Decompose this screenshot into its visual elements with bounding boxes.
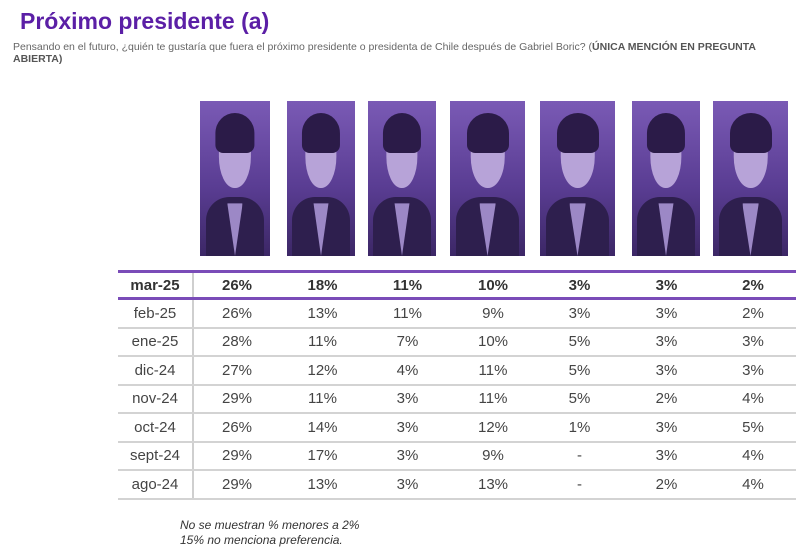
question-note: ÚNICA MENCIÓN EN PREGUNTA ABIERTA): [13, 41, 756, 65]
table-cell: 3%: [623, 270, 710, 300]
table-cell: 26%: [193, 270, 280, 300]
table-cell: 14%: [280, 413, 365, 443]
row-label: nov-24: [118, 384, 194, 414]
table-cell: 9%: [450, 441, 536, 471]
table-row: feb-25 26% 13% 11% 9% 3% 3% 2%: [118, 298, 796, 329]
footnotes: No se muestran % menores a 2% 15% no men…: [180, 518, 359, 548]
row-label: feb-25: [118, 298, 194, 329]
table-cell: 12%: [280, 356, 365, 386]
row-label: mar-25: [118, 270, 194, 300]
table-cell: 2%: [710, 270, 796, 300]
table-row: oct-24 26% 14% 3% 12% 1% 3% 5%: [118, 413, 796, 443]
table-row: ago-24 29% 13% 3% 13% -2% 4%: [118, 470, 796, 500]
table-cell: 3%: [710, 327, 796, 357]
row-label: ene-25: [118, 327, 194, 357]
page-title: Próximo presidente (a): [20, 8, 270, 34]
table-cell: 17%: [280, 441, 365, 471]
candidate-photo: [200, 101, 270, 256]
table-cell: 3%: [536, 298, 623, 329]
table-cell: 3%: [710, 356, 796, 386]
table-cell: 3%: [536, 270, 623, 300]
table-row: sept-24 29% 17% 3% 9% -3% 4%: [118, 441, 796, 471]
question-text: Pensando en el futuro, ¿quién te gustarí…: [13, 41, 783, 65]
footnote: 15% no menciona preferencia.: [180, 533, 343, 547]
table-row: nov-24 29% 11% 3% 11% 5% 2% 4%: [118, 384, 796, 414]
table-cell: 3%: [623, 413, 710, 443]
table-cell: 11%: [280, 384, 365, 414]
table-cell: 5%: [710, 413, 796, 443]
table-cell: 26%: [193, 413, 280, 443]
table-row: dic-24 27% 12% 4% 11% 5% 3% 3%: [118, 356, 796, 386]
table-cell: 4%: [710, 384, 796, 414]
table-cell: 27%: [193, 356, 280, 386]
row-label: oct-24: [118, 413, 194, 443]
candidate-photo: [368, 101, 436, 256]
table-row: mar-25 26% 18% 11% 10% 3% 3% 2%: [118, 270, 796, 300]
candidate-photo: [450, 101, 525, 256]
table-cell: 3%: [623, 441, 710, 471]
row-label: ago-24: [118, 470, 194, 500]
candidate-photo: [632, 101, 700, 256]
table-cell: 3%: [623, 356, 710, 386]
table-cell: 5%: [536, 327, 623, 357]
table-cell: 29%: [193, 470, 280, 500]
table-cell: -: [536, 441, 623, 471]
row-label: sept-24: [118, 441, 194, 471]
table-cell: 13%: [280, 298, 365, 329]
table-cell: 2%: [623, 384, 710, 414]
table-cell: 18%: [280, 270, 365, 300]
table-cell: 11%: [365, 298, 450, 329]
table-cell: 11%: [365, 270, 450, 300]
table-cell: 4%: [710, 441, 796, 471]
candidate-photo: [540, 101, 615, 256]
table-cell: 2%: [623, 470, 710, 500]
table-cell: 9%: [450, 298, 536, 329]
table-cell: 4%: [365, 356, 450, 386]
table-cell: 10%: [450, 270, 536, 300]
table-cell: 3%: [365, 413, 450, 443]
candidate-photo: [287, 101, 355, 256]
table-cell: 3%: [365, 470, 450, 500]
table-cell: 10%: [450, 327, 536, 357]
row-label: dic-24: [118, 356, 194, 386]
question-main: Pensando en el futuro, ¿quién te gustarí…: [13, 41, 593, 53]
table-cell: 7%: [365, 327, 450, 357]
candidate-photo: [713, 101, 788, 256]
table-row: ene-25 28% 11% 7% 10% 5% 3% 3%: [118, 327, 796, 357]
results-table: mar-25 26% 18% 11% 10% 3% 3% 2% feb-25 26% 13% 11% 9…: [118, 270, 796, 500]
table-cell: 28%: [193, 327, 280, 357]
table-cell: 5%: [536, 356, 623, 386]
table-cell: 3%: [623, 327, 710, 357]
table-cell: 29%: [193, 441, 280, 471]
table-cell: 12%: [450, 413, 536, 443]
footnote: No se muestran % menores a 2%: [180, 518, 360, 532]
table-cell: 11%: [280, 327, 365, 357]
table-cell: 13%: [450, 470, 536, 500]
table-cell: 11%: [450, 356, 536, 386]
table-cell: 3%: [365, 384, 450, 414]
table-cell: 11%: [450, 384, 536, 414]
table-cell: 29%: [193, 384, 280, 414]
table-cell: 5%: [536, 384, 623, 414]
table-cell: -: [536, 470, 623, 500]
table-cell: 3%: [365, 441, 450, 471]
table-cell: 1%: [536, 413, 623, 443]
table-cell: 26%: [193, 298, 280, 329]
table-cell: 13%: [280, 470, 365, 500]
table-cell: 3%: [623, 298, 710, 329]
table-cell: 2%: [710, 298, 796, 329]
table-cell: 4%: [710, 470, 796, 500]
